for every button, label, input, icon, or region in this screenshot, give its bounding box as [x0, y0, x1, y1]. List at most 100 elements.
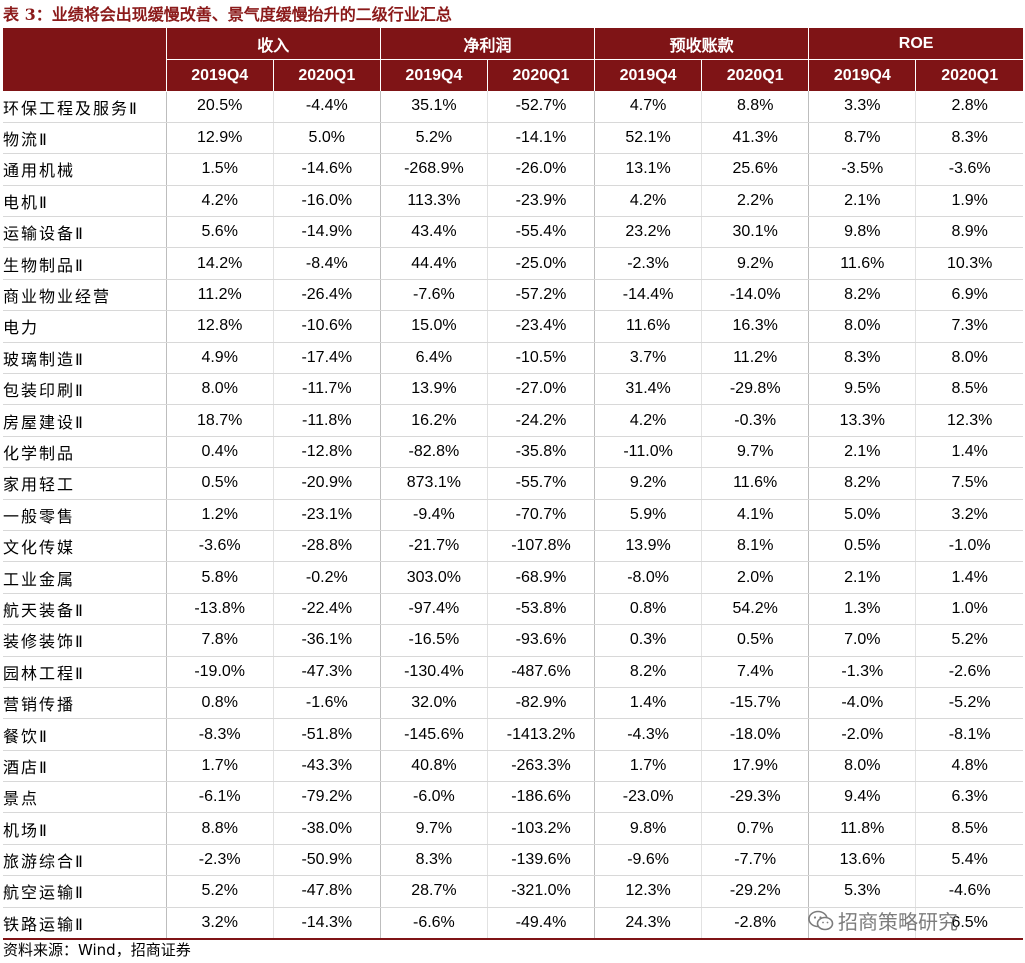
period-header: 2020Q1 [486, 59, 595, 91]
value-cell: 1.5% [165, 153, 274, 186]
value-cell: -4.3% [594, 718, 702, 751]
value-cell: 1.7% [594, 750, 702, 783]
value-cell: 3.2% [165, 907, 274, 941]
value-cell: -6.0% [379, 781, 488, 814]
value-cell: 9.8% [594, 812, 702, 845]
industry-name-cell: 商业物业经营 [3, 279, 167, 312]
value-cell: 2.1% [808, 185, 916, 218]
value-cell: -57.2% [486, 279, 595, 312]
industry-name-cell: 物流Ⅱ [3, 122, 167, 155]
value-cell: 11.8% [808, 812, 916, 845]
industry-name-cell: 电机Ⅱ [3, 185, 167, 218]
value-cell: 8.9% [915, 216, 1023, 249]
value-cell: 13.3% [808, 404, 916, 437]
industry-name-cell: 一般零售 [3, 499, 167, 531]
value-cell: 13.9% [379, 373, 488, 406]
table-row: 文化传媒 -3.6% -28.8% -21.7% -107.8% 13.9% 8.1% 0.5… [3, 530, 1023, 563]
value-cell: 113.3% [379, 185, 488, 218]
period-header: 2020Q1 [701, 59, 809, 91]
value-cell: 6.9% [915, 279, 1023, 312]
value-cell: -26.0% [486, 153, 595, 186]
value-cell: -14.4% [594, 279, 702, 312]
industry-name-cell: 运输设备Ⅱ [3, 216, 167, 249]
value-cell: -321.0% [486, 875, 595, 908]
value-cell: 5.0% [272, 122, 381, 155]
value-cell: 8.1% [701, 530, 809, 563]
value-cell: -139.6% [486, 844, 595, 877]
value-cell: -23.0% [594, 781, 702, 814]
value-cell: -103.2% [486, 812, 595, 845]
value-cell: -50.9% [272, 844, 381, 877]
table-row: 包装印刷Ⅱ 8.0% -11.7% 13.9% -27.0% 31.4% -29.8% 9.5… [3, 373, 1023, 406]
value-cell: 4.1% [701, 499, 809, 531]
table-row: 家用轻工 0.5% -20.9% 873.1% -55.7% 9.2% 11.6% 8.2% 7… [3, 467, 1023, 500]
value-cell: 1.4% [594, 687, 702, 720]
value-cell: -14.9% [272, 216, 381, 249]
value-cell: 0.7% [701, 812, 809, 845]
value-cell: 1.7% [165, 750, 274, 783]
table-row: 营销传播 0.8% -1.6% 32.0% -82.9% 1.4% -15.7% -4.0% -… [3, 687, 1023, 720]
value-cell: 9.7% [379, 812, 488, 845]
value-cell: -29.2% [701, 875, 809, 908]
value-cell: 2.1% [808, 561, 916, 594]
group-header-roe: ROE [808, 28, 1023, 60]
value-cell: -82.8% [379, 436, 488, 469]
value-cell: 7.4% [701, 656, 809, 688]
value-cell: 4.2% [165, 185, 274, 218]
value-cell: -51.8% [272, 718, 381, 751]
value-cell: -3.6% [165, 530, 274, 563]
value-cell: -14.0% [701, 279, 809, 312]
value-cell: -70.7% [486, 499, 595, 531]
value-cell: -14.6% [272, 153, 381, 186]
value-cell: 5.9% [594, 499, 702, 531]
table-row: 电机Ⅱ 4.2% -16.0% 113.3% -23.9% 4.2% 2.2% 2.1% 1.9… [3, 185, 1023, 218]
value-cell: -47.3% [272, 656, 381, 688]
table-row: 通用机械 1.5% -14.6% -268.9% -26.0% 13.1% 25.6% -3.… [3, 153, 1023, 186]
value-cell: 9.4% [808, 781, 916, 814]
value-cell: 10.3% [915, 247, 1023, 280]
industry-name-cell: 房屋建设Ⅱ [3, 404, 167, 437]
value-cell: 11.2% [701, 342, 809, 375]
value-cell: -35.8% [486, 436, 595, 469]
value-cell: -1.0% [915, 530, 1023, 563]
value-cell: 5.4% [915, 844, 1023, 877]
value-cell: 5.6% [165, 216, 274, 249]
industry-name-cell: 餐饮Ⅱ [3, 718, 167, 751]
value-cell: -52.7% [486, 91, 595, 123]
table-row: 生物制品Ⅱ 14.2% -8.4% 44.4% -25.0% -2.3% 9.2% 11.6%… [3, 247, 1023, 280]
industry-name-cell: 机场Ⅱ [3, 812, 167, 845]
value-cell: -6.1% [165, 781, 274, 814]
value-cell: 41.3% [701, 122, 809, 155]
value-cell: 5.2% [165, 875, 274, 908]
industry-name-cell: 航空运输Ⅱ [3, 875, 167, 908]
value-cell: 8.0% [915, 342, 1023, 375]
value-cell: 6.4% [379, 342, 488, 375]
industry-name-cell: 工业金属 [3, 561, 167, 594]
value-cell: 6.5% [915, 907, 1023, 941]
value-cell: 12.9% [165, 122, 274, 155]
table-row: 物流Ⅱ 12.9% 5.0% 5.2% -14.1% 52.1% 41.3% 8.7% 8.3% [3, 122, 1023, 155]
value-cell: 3.2% [915, 499, 1023, 531]
value-cell: 18.7% [165, 404, 274, 437]
value-cell: -8.4% [272, 247, 381, 280]
value-cell: -36.1% [272, 624, 381, 657]
value-cell: -9.6% [594, 844, 702, 877]
value-cell: -7.7% [701, 844, 809, 877]
group-header-revenue: 收入 [165, 28, 381, 60]
value-cell: 52.1% [594, 122, 702, 155]
value-cell: -55.4% [486, 216, 595, 249]
value-cell: 0.4% [165, 436, 274, 469]
industry-name-cell: 景点 [3, 781, 167, 814]
value-cell: 16.2% [379, 404, 488, 437]
value-cell: -12.8% [272, 436, 381, 469]
value-cell: 4.2% [594, 404, 702, 437]
value-cell: -4.0% [808, 687, 916, 720]
value-cell: 0.8% [165, 687, 274, 720]
period-header: 2020Q1 [915, 59, 1023, 91]
value-cell: -2.3% [165, 844, 274, 877]
value-cell: -2.8% [701, 907, 809, 941]
value-cell: -4.6% [915, 875, 1023, 908]
value-cell: -53.8% [486, 593, 595, 626]
value-cell: 8.3% [379, 844, 488, 877]
value-cell: -79.2% [272, 781, 381, 814]
